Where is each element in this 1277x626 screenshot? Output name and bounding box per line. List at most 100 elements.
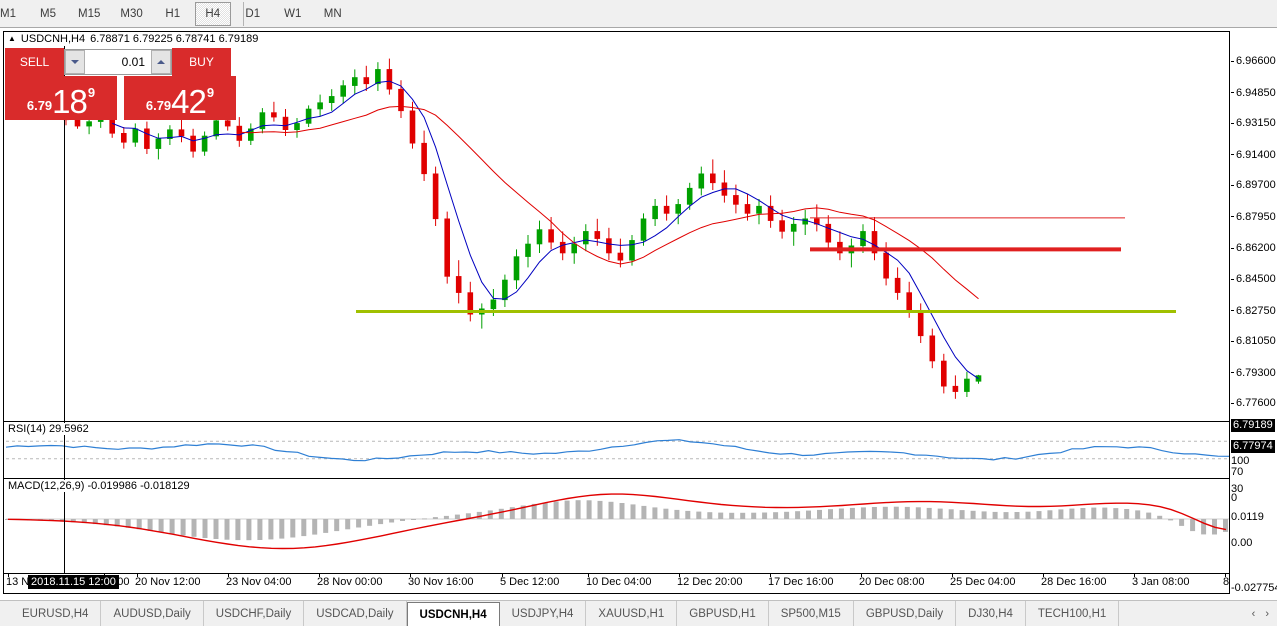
macd-indicator-label: MACD(12,26,9) -0.019986 -0.018129 bbox=[8, 480, 193, 492]
time-tick-mark bbox=[588, 574, 589, 577]
scroll-left-icon[interactable]: ‹ bbox=[1251, 607, 1256, 620]
timeframe-m1[interactable]: M1 bbox=[0, 8, 16, 20]
timeframe-m5[interactable]: M5 bbox=[40, 8, 56, 20]
time-tick-mark bbox=[502, 574, 503, 577]
chart-tab-usdcnh-h4[interactable]: USDCNH,H4 bbox=[406, 602, 500, 626]
timeframe-h1[interactable]: H1 bbox=[165, 8, 181, 20]
chart-tabs: EURUSD,H4 AUDUSD,Daily USDCHF,Daily USDCAD,… bbox=[0, 601, 1120, 626]
timeframe-button-group: M1 M5 M15 M30 H1 H4 D1 W1 MN bbox=[0, 0, 353, 28]
chart-tab-usdchf-daily[interactable]: USDCHF,Daily bbox=[204, 601, 305, 626]
time-tick-mark bbox=[8, 574, 9, 577]
rsi-tick: 70 bbox=[1231, 466, 1244, 478]
tab-scroll-controls: ‹ › bbox=[1252, 601, 1277, 626]
price-tick: 6.87950 bbox=[1231, 211, 1276, 222]
timeframe-toolbar: M1 M5 M15 M30 H1 H4 D1 W1 MN bbox=[0, 0, 1277, 28]
sell-price-display[interactable]: 6.79 18 9 bbox=[5, 76, 117, 120]
price-scale[interactable]: 6.96600 6.94850 6.93150 6.91400 6.89700 6.879… bbox=[1231, 31, 1277, 594]
price-tag-ask: 6.77974 bbox=[1231, 440, 1275, 453]
chart-tab-gbpusd-h1[interactable]: GBPUSD,H1 bbox=[677, 601, 769, 626]
sell-price-prefix: 6.79 bbox=[26, 98, 53, 113]
time-tick-mark bbox=[319, 574, 320, 577]
volume-stepper[interactable]: 0.01 bbox=[64, 49, 172, 75]
chart-tab-bar: EURUSD,H4 AUDUSD,Daily USDCHF,Daily USDCAD,… bbox=[0, 600, 1277, 626]
date-marker-line bbox=[64, 46, 65, 573]
chart-tab-gbpusd-daily[interactable]: GBPUSD,Daily bbox=[854, 601, 957, 626]
trade-panel-controls: SELL 0.01 BUY bbox=[5, 48, 237, 76]
macd-tick: 0.00 bbox=[1231, 537, 1253, 549]
time-tick-mark bbox=[1225, 574, 1226, 577]
chart-tab-tech100-h1[interactable]: TECH100,H1 bbox=[1026, 601, 1120, 626]
macd-plot bbox=[5, 493, 1229, 550]
time-tick-mark bbox=[952, 574, 953, 577]
time-tick-mark bbox=[861, 574, 862, 577]
time-tick-mark bbox=[770, 574, 771, 577]
timeframe-d1[interactable]: D1 bbox=[245, 8, 261, 20]
timeframe-w1[interactable]: W1 bbox=[284, 8, 302, 20]
price-tick: 6.77600 bbox=[1231, 398, 1276, 409]
buy-price-main: 42 bbox=[171, 83, 207, 120]
chart-tab-eurusd-h4[interactable]: EURUSD,H4 bbox=[10, 601, 102, 626]
price-tick: 6.82750 bbox=[1231, 305, 1276, 316]
buy-price-prefix: 6.79 bbox=[145, 98, 172, 113]
one-click-trading-panel[interactable]: SELL 0.01 BUY 6.79 18 9 6.79 42 9 bbox=[5, 48, 237, 120]
buy-button[interactable]: BUY bbox=[172, 48, 231, 76]
time-tick-label: 23 Nov 04:00 bbox=[226, 576, 292, 588]
time-tick-label: 20 Nov 12:00 bbox=[135, 576, 201, 588]
sell-price-main: 18 bbox=[52, 83, 88, 120]
price-pane[interactable] bbox=[4, 32, 1229, 421]
time-tick-label: 25 Dec 04:00 bbox=[950, 576, 1016, 588]
chart-tab-dj30-h4[interactable]: DJ30,H4 bbox=[956, 601, 1026, 626]
volume-increase-icon[interactable] bbox=[151, 50, 171, 74]
timeframe-m15[interactable]: M15 bbox=[78, 8, 101, 20]
time-tick-label: 28 Nov 00:00 bbox=[317, 576, 383, 588]
time-tick-label: 13 N bbox=[6, 576, 30, 588]
sell-price-fraction: 9 bbox=[87, 85, 96, 100]
chart-tab-sp500-m15[interactable]: SP500,M15 bbox=[769, 601, 854, 626]
volume-input[interactable]: 0.01 bbox=[85, 50, 151, 74]
chart-tab-xauusd-h1[interactable]: XAUUSD,H1 bbox=[586, 601, 678, 626]
chart-symbol-label: USDCNH,H4 bbox=[20, 33, 86, 45]
rsi-tick: 100 bbox=[1231, 455, 1250, 467]
time-tick-mark bbox=[137, 574, 138, 577]
time-tick-label: 20 Dec 08:00 bbox=[859, 576, 925, 588]
price-tick: 6.96600 bbox=[1231, 56, 1276, 67]
chart-ohlc-header: ▲ USDCNH,H4 6.78871 6.79225 6.78741 6.79… bbox=[4, 32, 258, 46]
sell-button[interactable]: SELL bbox=[5, 48, 64, 76]
time-tick-label: 12 Dec 20:00 bbox=[677, 576, 743, 588]
time-tick-mark bbox=[228, 574, 229, 577]
rsi-tick: 0 bbox=[1231, 492, 1238, 504]
buy-price-display[interactable]: 6.79 42 9 bbox=[124, 76, 236, 120]
rsi-plot bbox=[5, 439, 1229, 462]
price-tick: 6.93150 bbox=[1231, 118, 1276, 129]
volume-decrease-icon[interactable] bbox=[65, 50, 85, 74]
timeframe-m30[interactable]: M30 bbox=[120, 8, 143, 20]
time-tick-mark bbox=[679, 574, 680, 577]
price-tick: 6.84500 bbox=[1231, 274, 1276, 285]
collapse-arrow-icon[interactable]: ▲ bbox=[8, 34, 16, 43]
chart-ohlc-values: 6.78871 6.79225 6.78741 6.79189 bbox=[90, 33, 259, 45]
time-tick-mark bbox=[1134, 574, 1135, 577]
time-tick-mark bbox=[1043, 574, 1044, 577]
time-tick-label: 5 Dec 12:00 bbox=[500, 576, 560, 588]
chart-tab-usdjpy-h4[interactable]: USDJPY,H4 bbox=[500, 601, 587, 626]
macd-pane[interactable]: MACD(12,26,9) -0.019986 -0.018129 bbox=[4, 478, 1229, 573]
timeframe-mn[interactable]: MN bbox=[323, 8, 342, 20]
chart-tab-usdcad-daily[interactable]: USDCAD,Daily bbox=[304, 601, 407, 626]
timeframe-h4[interactable]: H4 bbox=[194, 2, 231, 26]
price-tag-bid: 6.79189 bbox=[1231, 419, 1275, 432]
chart-area[interactable]: ▲ USDCNH,H4 6.78871 6.79225 6.78741 6.79… bbox=[3, 31, 1230, 594]
scroll-right-icon[interactable]: › bbox=[1265, 607, 1269, 620]
time-tick-mark bbox=[410, 574, 411, 577]
price-tick: 6.89700 bbox=[1231, 180, 1276, 191]
rsi-pane[interactable]: RSI(14) 29.5962 bbox=[4, 421, 1229, 478]
rsi-indicator-label: RSI(14) 29.5962 bbox=[8, 423, 92, 435]
rsi-tick: 30 bbox=[1231, 483, 1244, 495]
candlestick-plot bbox=[63, 58, 1176, 399]
chart-tab-audusd-daily[interactable]: AUDUSD,Daily bbox=[101, 601, 204, 626]
price-tick: 6.81050 bbox=[1231, 336, 1276, 347]
toolbar-separator bbox=[243, 2, 244, 26]
time-tick-label: 28 Dec 16:00 bbox=[1041, 576, 1107, 588]
price-tick: 6.91400 bbox=[1231, 149, 1276, 160]
